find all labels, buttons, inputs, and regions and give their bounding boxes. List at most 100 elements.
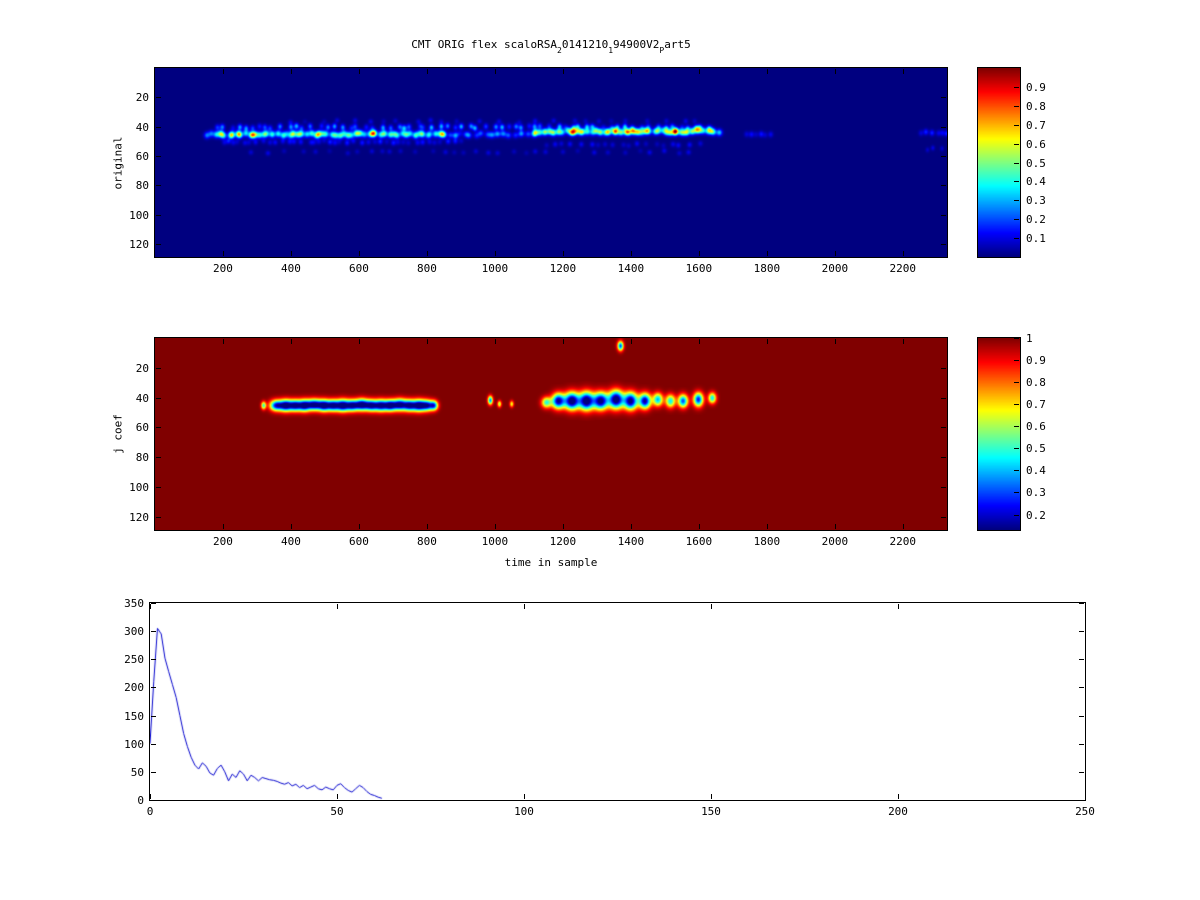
y-tick-mark [941, 427, 946, 429]
x-tick-mark [150, 604, 151, 609]
x-tick-mark [562, 339, 564, 344]
y-tick-label: 200 [124, 681, 144, 695]
x-tick-mark [630, 339, 632, 344]
x-tick-mark [494, 69, 496, 74]
y-tick-mark [1079, 659, 1084, 661]
x-tick-label: 2200 [889, 262, 917, 275]
y-tick-mark [1079, 715, 1084, 717]
colorbar-tick-mark [1014, 382, 1019, 384]
y-tick-label: 100 [124, 737, 144, 751]
y-tick-mark [1079, 800, 1084, 801]
x-tick-label: 400 [281, 535, 301, 548]
x-tick-label: 1600 [685, 262, 713, 275]
colorbar-tick-mark [1014, 470, 1019, 472]
y-tick-mark [156, 427, 161, 429]
x-tick-mark [630, 524, 632, 529]
x-tick-label: 0 [146, 805, 154, 818]
y-tick-label: 300 [124, 625, 144, 639]
x-tick-label: 1800 [753, 535, 781, 548]
cmt-heatmap-canvas [154, 337, 948, 531]
x-tick-label: 50 [330, 805, 344, 818]
colorbar-tick-label: 0.9 [1026, 354, 1046, 368]
y-tick-label: 120 [129, 510, 149, 524]
y-tick-mark [941, 97, 946, 99]
y-tick-mark [156, 243, 161, 245]
x-tick-mark [902, 251, 904, 256]
x-tick-mark [222, 251, 224, 256]
y-tick-mark [151, 743, 156, 745]
y-tick-mark [941, 397, 946, 399]
colorbar-tick-label: 0.2 [1026, 213, 1046, 227]
x-tick-mark [698, 524, 700, 529]
title-text: 0141210 [561, 38, 609, 51]
x-tick-mark [711, 794, 712, 799]
colorbar-tick-mark [1014, 426, 1019, 428]
x-tick-mark [222, 524, 224, 529]
y-tick-mark [941, 243, 946, 245]
title-text: CMT ORIG flex scaloRSA [411, 38, 557, 51]
x-tick-mark [426, 339, 428, 344]
y-tick-mark [941, 126, 946, 128]
x-tick-mark [150, 794, 151, 799]
x-tick-label: 200 [213, 535, 233, 548]
y-tick-label: 100 [129, 208, 149, 222]
x-tick-mark [494, 524, 496, 529]
x-tick-mark [1085, 604, 1086, 609]
y-tick-mark [151, 631, 156, 633]
y-tick-label: 100 [129, 480, 149, 494]
colorbar-tick-label: 0.2 [1026, 508, 1046, 522]
colorbar-tick-mark [1014, 238, 1019, 240]
x-tick-label: 1400 [617, 262, 645, 275]
y-tick-mark [941, 185, 946, 187]
x-tick-mark [426, 251, 428, 256]
y-tick-mark [156, 457, 161, 459]
y-tick-mark [156, 486, 161, 488]
axes2-ylabel: j coef [111, 414, 125, 454]
x-tick-label: 200 [213, 262, 233, 275]
y-tick-mark [1079, 771, 1084, 773]
y-tick-mark [151, 659, 156, 661]
x-tick-mark [766, 524, 768, 529]
x-tick-mark [902, 69, 904, 74]
y-tick-mark [156, 97, 161, 99]
y-tick-label: 20 [135, 91, 149, 105]
y-tick-mark [151, 715, 156, 717]
x-tick-label: 200 [888, 805, 908, 818]
title-text: 94900V2 [613, 38, 660, 51]
colorbar-tick-mark [1014, 338, 1019, 339]
y-tick-mark [1079, 631, 1084, 633]
colorbar-tick-label: 0.3 [1026, 194, 1046, 208]
x-tick-label: 800 [416, 262, 437, 275]
colorbar-tick-mark [1014, 105, 1019, 107]
colorbar-tick-label: 0.9 [1026, 80, 1046, 94]
y-tick-mark [151, 771, 156, 773]
y-tick-mark [1079, 687, 1084, 689]
y-tick-mark [151, 687, 156, 689]
colorbar-tick-mark [1014, 360, 1019, 362]
y-tick-mark [156, 367, 161, 369]
x-tick-mark [222, 339, 224, 344]
y-tick-mark [941, 516, 946, 518]
y-tick-mark [941, 486, 946, 488]
colorbar-tick-label: 0.8 [1026, 99, 1046, 113]
colorbar-tick-label: 0.3 [1026, 486, 1046, 500]
figure-title: CMT ORIG flex scaloRSA20141210194900V2Pa… [155, 38, 947, 55]
x-tick-mark [337, 794, 338, 799]
x-tick-label: 1600 [685, 535, 713, 548]
colorbar-tick-mark [1014, 448, 1019, 450]
line-plot-canvas [149, 602, 1086, 801]
y-tick-mark [156, 516, 161, 518]
colorbar-tick-label: 0.8 [1026, 376, 1046, 390]
colorbar-tick-label: 1 [1026, 332, 1033, 345]
x-tick-mark [834, 251, 836, 256]
colorbar-tick-label: 0.7 [1026, 118, 1046, 132]
x-tick-mark [766, 69, 768, 74]
x-tick-mark [766, 251, 768, 256]
x-tick-mark [698, 339, 700, 344]
colorbar-tick-mark [1014, 404, 1019, 406]
y-tick-mark [156, 185, 161, 187]
title-subscript: 2 [557, 46, 562, 55]
x-tick-mark [834, 339, 836, 344]
x-tick-mark [630, 251, 632, 256]
y-tick-label: 250 [124, 653, 144, 667]
